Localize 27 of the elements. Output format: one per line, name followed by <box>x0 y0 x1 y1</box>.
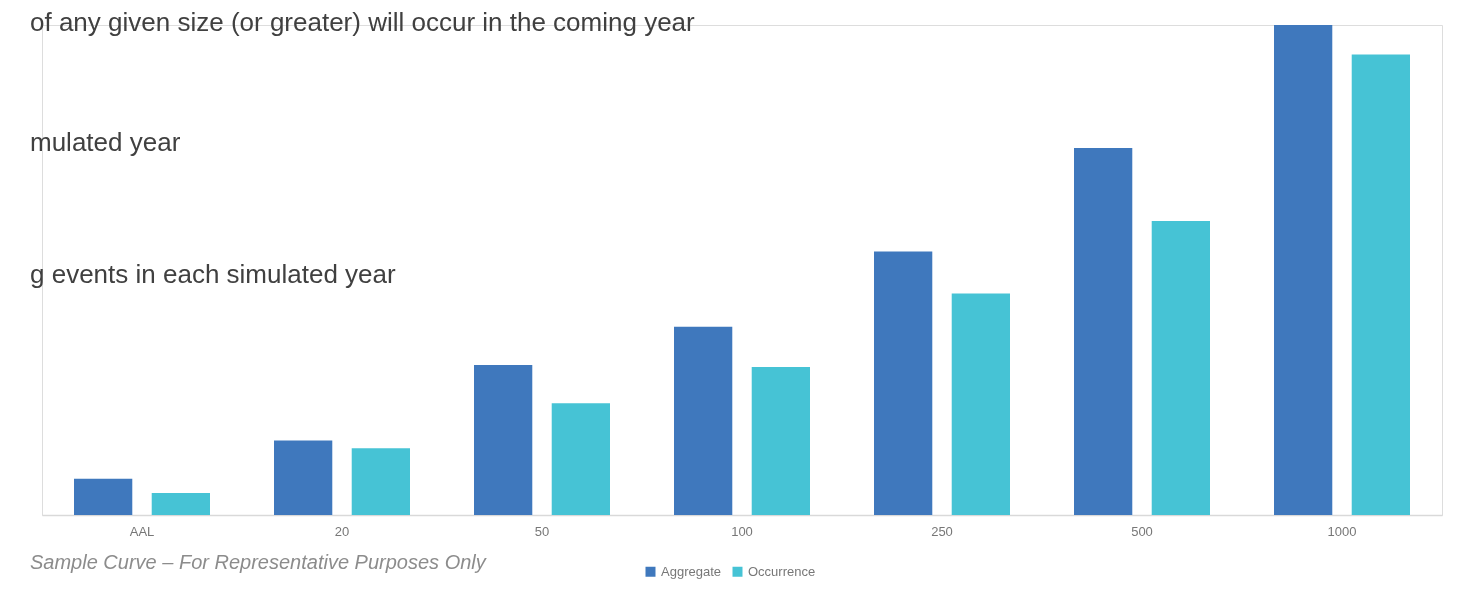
x-tick-label: 500 <box>1131 523 1153 539</box>
annotation: of any given size (or greater) will occur in the coming year <box>30 7 696 37</box>
bar <box>751 367 810 515</box>
x-tick-label: 100 <box>731 523 753 539</box>
bar <box>1274 25 1333 515</box>
bar <box>151 492 210 515</box>
x-tick-label: 20 <box>334 523 350 539</box>
annotation: mulated year <box>30 127 181 157</box>
x-tick-label: 1000 <box>1327 523 1357 539</box>
bar <box>274 440 333 515</box>
bar <box>674 326 733 515</box>
bar <box>951 293 1010 515</box>
bar <box>1151 221 1210 515</box>
text: Sample Curve – For Representative Purposes Only <box>30 551 487 573</box>
bar <box>1074 147 1133 515</box>
bar <box>474 365 533 515</box>
x-tick-label: 50 <box>534 523 550 539</box>
annotation: g events in each simulated year <box>30 259 396 289</box>
bar <box>551 403 610 515</box>
legend-label: Aggregate <box>661 563 721 579</box>
x-tick-label: 250 <box>931 523 953 539</box>
bar <box>1351 54 1410 515</box>
x-tick-label: AAL <box>129 523 155 539</box>
bar <box>874 251 933 515</box>
bar <box>351 448 410 515</box>
legend-label: Occurrence <box>748 563 816 579</box>
bar <box>74 478 133 515</box>
